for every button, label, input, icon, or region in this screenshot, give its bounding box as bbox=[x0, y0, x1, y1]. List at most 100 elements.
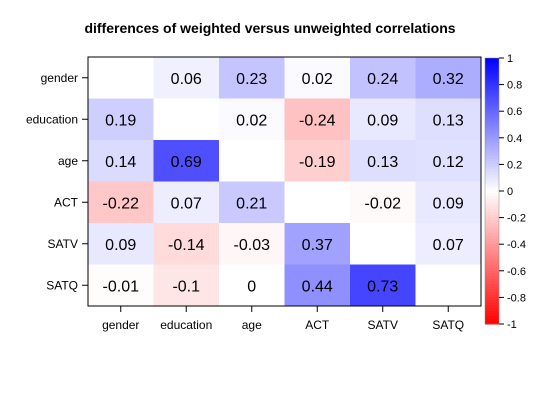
colorbar-segment bbox=[485, 276, 499, 280]
colorbar-segment bbox=[485, 198, 499, 203]
heatmap-cell bbox=[415, 223, 482, 265]
cell-value-label: 0.21 bbox=[236, 195, 267, 212]
colorbar-segment bbox=[485, 156, 499, 160]
cell-value-label: 0.19 bbox=[105, 112, 136, 129]
colorbar-segment bbox=[485, 63, 499, 67]
x-tick-label: education bbox=[160, 318, 212, 332]
colorbar-tick-label: 0.6 bbox=[507, 106, 522, 118]
colorbar-segment bbox=[485, 286, 499, 291]
cell-value-label: -0.02 bbox=[365, 195, 402, 212]
cell-value-label: 0.02 bbox=[302, 71, 333, 88]
colorbar-segment bbox=[485, 257, 499, 261]
cell-value-label: 0.07 bbox=[433, 237, 464, 254]
colorbar-segment bbox=[485, 220, 499, 224]
heatmap-cell bbox=[153, 264, 220, 307]
colorbar-segment bbox=[485, 95, 499, 99]
heatmap-cell bbox=[415, 57, 482, 99]
cell-value-label: 0.73 bbox=[367, 278, 398, 295]
colorbar-segment bbox=[485, 281, 499, 285]
colorbar-segment bbox=[485, 105, 499, 110]
y-tick-label: SATV bbox=[48, 237, 78, 251]
colorbar-segment bbox=[485, 230, 499, 235]
colorbar-segment bbox=[485, 159, 499, 163]
colorbar-segment bbox=[485, 249, 499, 253]
colorbar-segment bbox=[485, 87, 499, 91]
colorbar-segment bbox=[485, 161, 499, 165]
x-tick-label: gender bbox=[102, 318, 139, 332]
x-tick-label: age bbox=[242, 318, 262, 332]
colorbar-segment bbox=[485, 111, 499, 115]
plot-frame bbox=[87, 56, 482, 307]
colorbar-segment bbox=[485, 81, 499, 86]
colorbar-segment bbox=[485, 97, 499, 102]
colorbar-segment bbox=[485, 58, 499, 62]
x-tick-label: SATQ bbox=[432, 318, 464, 332]
colorbar-segment bbox=[485, 292, 499, 296]
heatmap-cell bbox=[219, 223, 285, 265]
colorbar-segment bbox=[485, 151, 499, 155]
colorbar-segment bbox=[485, 89, 499, 94]
heatmap-cell bbox=[219, 264, 285, 307]
colorbar-segment bbox=[485, 116, 499, 120]
colorbar-tick-label: -0.8 bbox=[507, 292, 526, 304]
cell-value-label: 0.44 bbox=[302, 278, 333, 295]
colorbar-tick-label: 0.4 bbox=[507, 133, 522, 145]
colorbar-tick-label: 0.8 bbox=[507, 80, 522, 92]
colorbar-segment bbox=[485, 164, 499, 168]
heatmap-cell bbox=[153, 140, 220, 182]
colorbar-segment bbox=[485, 262, 499, 267]
colorbar-segment bbox=[485, 84, 499, 88]
cell-value-label: 0.02 bbox=[236, 112, 267, 129]
heatmap-cell bbox=[284, 181, 351, 224]
colorbar-segment bbox=[485, 148, 499, 152]
heatmap-cell bbox=[153, 223, 220, 265]
colorbar-tick-label: 0 bbox=[507, 186, 513, 198]
colorbar-segment bbox=[485, 270, 499, 275]
colorbar-segment bbox=[485, 113, 499, 118]
colorbar-segment bbox=[485, 252, 499, 256]
colorbar-segment bbox=[485, 310, 499, 314]
cell-value-label: 0.12 bbox=[433, 154, 464, 171]
heatmap-cell bbox=[350, 98, 416, 141]
colorbar-segment bbox=[485, 140, 499, 144]
cell-value-label: 0.09 bbox=[105, 237, 136, 254]
colorbar-segment bbox=[485, 236, 499, 240]
colorbar-segment bbox=[485, 313, 499, 317]
cell-value-label: -0.03 bbox=[234, 237, 271, 254]
colorbar-segment bbox=[485, 294, 499, 298]
colorbar-segment bbox=[485, 73, 499, 78]
colorbar-segment bbox=[485, 238, 499, 243]
heatmap-cell bbox=[415, 181, 482, 224]
colorbar-segment bbox=[485, 135, 499, 139]
cell-value-label: 0.13 bbox=[367, 154, 398, 171]
colorbar-segment bbox=[485, 92, 499, 96]
heatmap-cell bbox=[350, 140, 416, 182]
heatmap-cell bbox=[88, 264, 154, 307]
cell-value-label: -0.1 bbox=[172, 278, 200, 295]
heatmap-cell bbox=[350, 181, 416, 224]
cell-value-label: -0.19 bbox=[299, 154, 336, 171]
colorbar-segment bbox=[485, 217, 499, 221]
colorbar-segment bbox=[485, 65, 499, 70]
heatmap-cell bbox=[153, 98, 220, 141]
colorbar-segment bbox=[485, 214, 499, 219]
colorbar-tick-label: -0.2 bbox=[507, 213, 526, 225]
colorbar-segment bbox=[485, 180, 499, 184]
colorbar-segment bbox=[485, 132, 499, 136]
heatmap-cell bbox=[415, 264, 482, 307]
colorbar-segment bbox=[485, 188, 499, 192]
heatmap-cell bbox=[219, 181, 285, 224]
colorbar-segment bbox=[485, 103, 499, 107]
colorbar-segment bbox=[485, 260, 499, 264]
heatmap-cell bbox=[284, 57, 351, 99]
x-tick-label: ACT bbox=[305, 318, 330, 332]
colorbar-segment bbox=[485, 193, 499, 197]
colorbar-segment bbox=[485, 177, 499, 181]
colorbar-segment bbox=[485, 108, 499, 112]
heatmap-cell bbox=[88, 181, 154, 224]
colorbar-segment bbox=[485, 121, 499, 126]
cell-value-label: 0.37 bbox=[302, 237, 333, 254]
y-tick-label: gender bbox=[41, 71, 78, 85]
heatmap-cell bbox=[350, 57, 416, 99]
cell-value-label: 0.24 bbox=[367, 71, 398, 88]
